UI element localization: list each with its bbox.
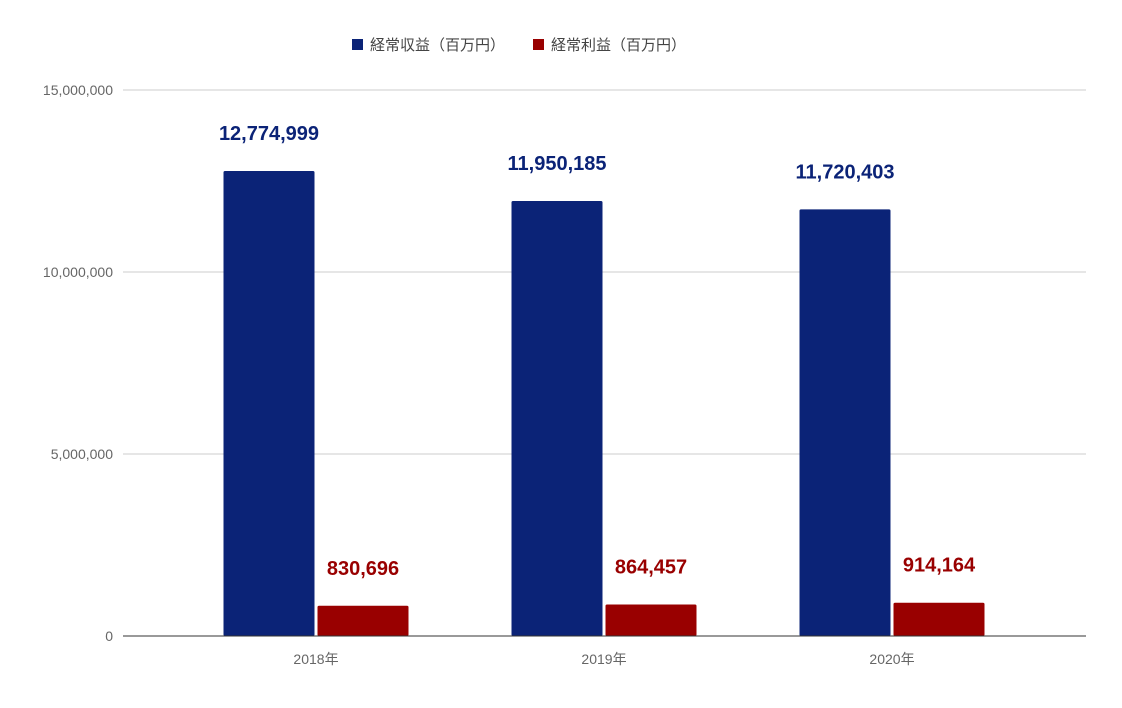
y-tick-label: 5,000,000 <box>51 446 113 462</box>
x-tick-label: 2018年 <box>293 651 338 667</box>
data-label: 11,950,185 <box>508 153 607 175</box>
y-tick-label: 0 <box>105 628 113 644</box>
data-label: 864,457 <box>615 557 687 579</box>
data-label: 12,774,999 <box>219 123 319 145</box>
bar <box>799 209 891 637</box>
x-tick-label: 2020年 <box>869 651 914 667</box>
y-axis: 0 5,000,000 10,000,000 15,000,000 <box>43 82 113 644</box>
legend: 経常収益（百万円） 経常利益（百万円） <box>352 37 686 54</box>
bar <box>317 605 409 636</box>
bar <box>893 602 985 636</box>
x-tick-label: 2019年 <box>581 651 626 667</box>
data-label: 914,164 <box>903 555 976 577</box>
legend-label: 経常利益（百万円） <box>551 37 686 54</box>
bar <box>511 201 603 637</box>
y-tick-label: 10,000,000 <box>43 264 113 280</box>
bar <box>223 170 315 636</box>
legend-swatch <box>352 39 363 50</box>
legend-swatch <box>533 39 544 50</box>
y-tick-label: 15,000,000 <box>43 82 113 98</box>
x-axis: 2018年 2019年 2020年 <box>123 635 1086 667</box>
bar <box>605 604 697 636</box>
data-label: 11,720,403 <box>796 161 895 183</box>
bars: 12,774,999 830,696 11,950,185 864,457 11,720… <box>219 123 985 637</box>
legend-label: 経常収益（百万円） <box>370 37 505 54</box>
data-label: 830,696 <box>327 558 399 580</box>
